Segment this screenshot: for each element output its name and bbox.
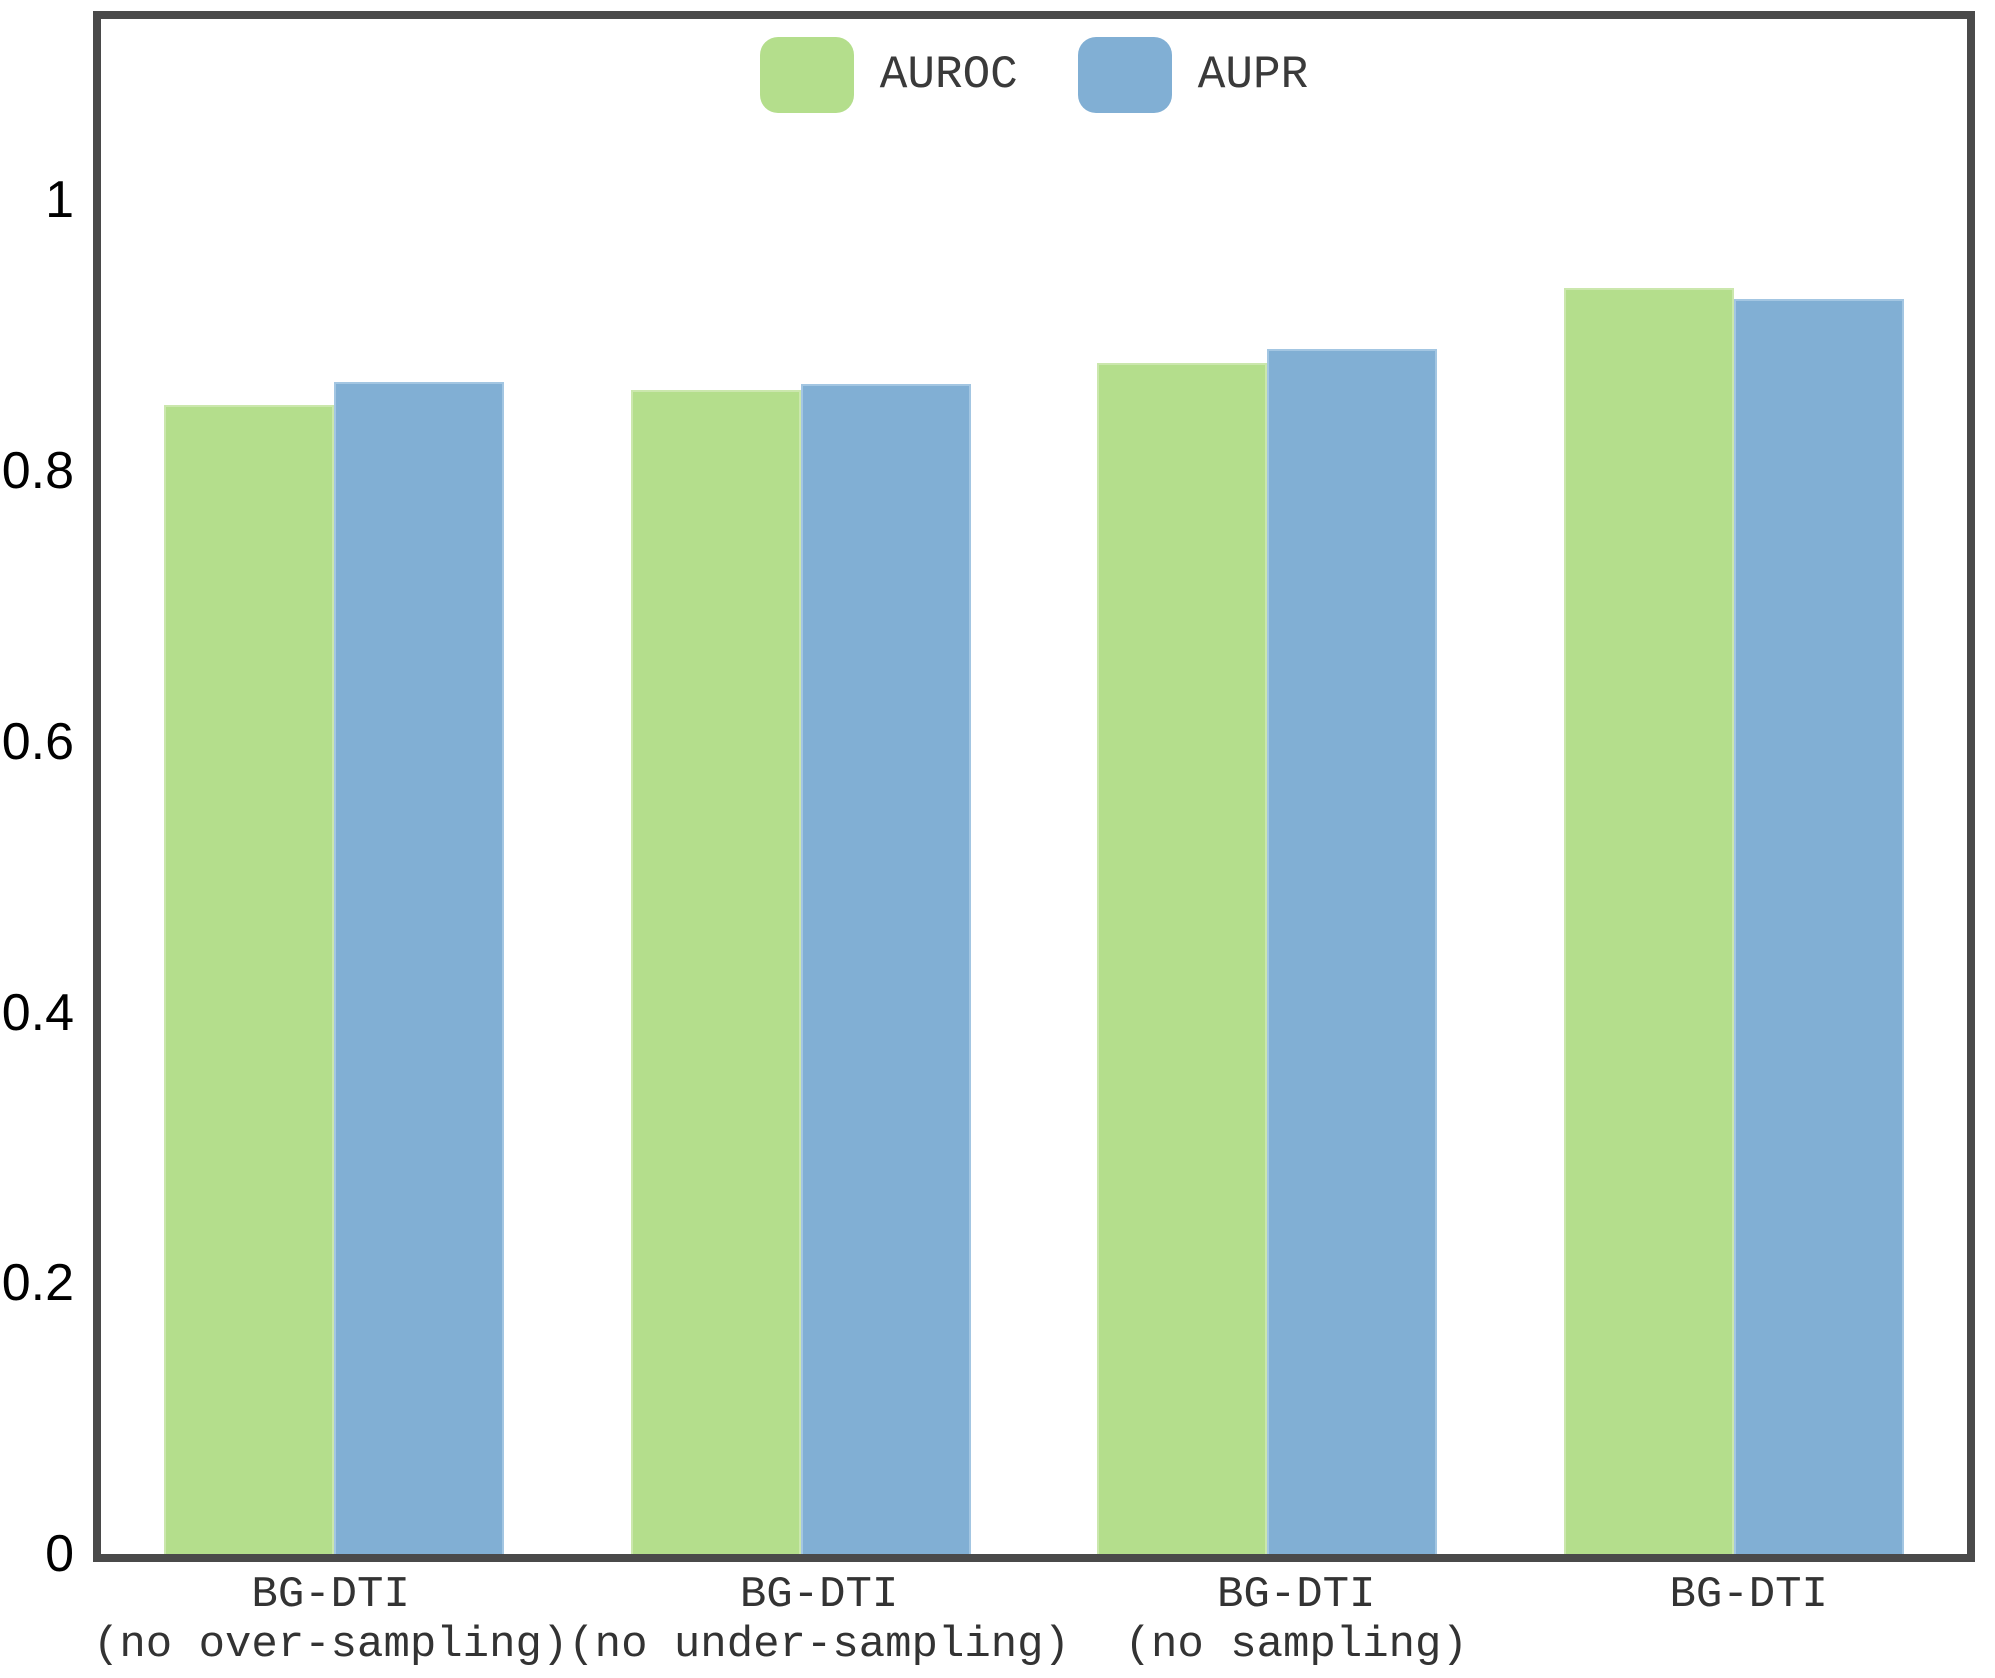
y-tick-0.6: 0.6 <box>1 712 74 771</box>
y-axis-tick-labels: 0 0.2 0.4 0.6 0.8 1 <box>0 19 86 1583</box>
bar-aupr-group-2 <box>800 384 971 1554</box>
y-tick-0.8: 0.8 <box>1 442 74 501</box>
bar-group-3 <box>1034 19 1501 1554</box>
legend: AUROC AUPR <box>101 37 1967 113</box>
bar-aupr-group-3 <box>1267 349 1438 1554</box>
x-label-group-2: BG-DTI (no under-sampling) <box>568 1570 1070 1670</box>
legend-swatch-auroc <box>759 37 854 113</box>
bar-auroc-group-4 <box>1563 288 1734 1554</box>
x-label-group-1: BG-DTI (no over-sampling) <box>93 1570 569 1670</box>
bar-group-4 <box>1501 19 1968 1554</box>
bar-aupr-group-4 <box>1733 299 1904 1554</box>
bar-auroc-group-3 <box>1097 362 1268 1554</box>
bar-auroc-group-1 <box>164 404 335 1554</box>
x-label-group-3: BG-DTI (no sampling) <box>1124 1570 1468 1670</box>
legend-label-auroc: AUROC <box>879 49 1018 101</box>
legend-item-auroc: AUROC <box>759 37 1018 113</box>
bar-aupr-group-1 <box>334 381 505 1554</box>
y-tick-0.4: 0.4 <box>1 983 74 1042</box>
bar-auroc-group-2 <box>630 389 801 1554</box>
legend-swatch-aupr <box>1077 37 1172 113</box>
y-tick-1: 1 <box>45 171 74 230</box>
plot-area: AUROC AUPR <box>93 11 1975 1562</box>
x-label-group-4: BG-DTI <box>1669 1570 1828 1620</box>
bars-container <box>101 19 1967 1554</box>
legend-item-aupr: AUPR <box>1077 37 1309 113</box>
y-tick-0: 0 <box>45 1525 74 1583</box>
legend-label-aupr: AUPR <box>1197 49 1309 101</box>
bar-group-1 <box>101 19 568 1554</box>
bar-group-2 <box>568 19 1035 1554</box>
y-tick-0.2: 0.2 <box>1 1254 74 1313</box>
x-axis-labels: BG-DTI (no over-sampling) BG-DTI (no under-… <box>93 1570 1975 1670</box>
